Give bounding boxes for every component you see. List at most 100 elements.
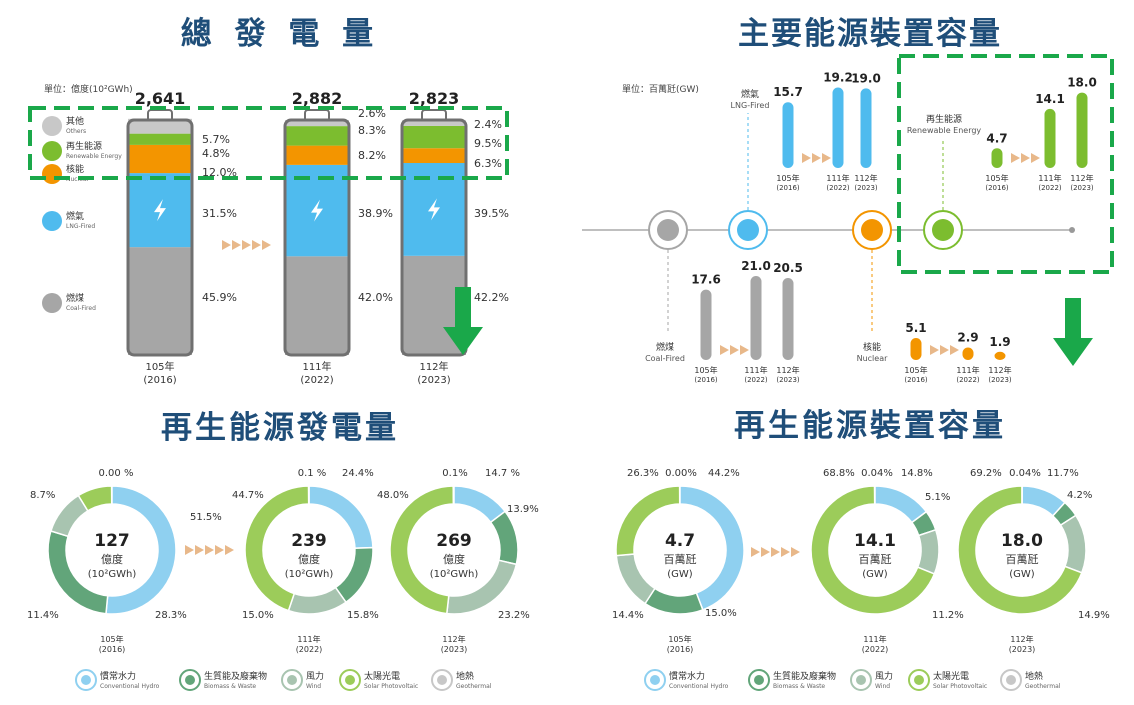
legend-icon-core [345, 675, 355, 685]
title-renewable-generation: 再生能源發電量 [161, 410, 399, 446]
donut-center-unit2: (GW) [862, 569, 888, 580]
hydro-icon [75, 669, 97, 691]
capacity-progression-arrows [802, 153, 831, 163]
donut-slice-wind [287, 586, 348, 615]
battery-bar-1: 2,641 105年 (2016) [126, 89, 194, 386]
legend-name-en: Wind [306, 683, 321, 690]
donut-center-unit2: (GW) [1009, 569, 1035, 580]
donut-year-label: 105年 [668, 634, 691, 644]
arrow-chevron [1031, 153, 1040, 163]
lightning-icon [154, 199, 166, 222]
capacity-group-name-en: Nuclear [857, 354, 889, 363]
capacity-bar [1044, 108, 1056, 168]
capacity-group-renewable-energy: 4.7 105年(2016) 14.1 111年(2022) 18.0 112年(2023… [907, 76, 1097, 250]
capacity-value-label: 20.5 [773, 261, 803, 275]
legend-icon-core [914, 675, 924, 685]
bar-segment-nuclear [402, 148, 466, 164]
arrow-chevron [751, 547, 760, 557]
category-western-label: (2016) [143, 375, 176, 386]
bar-segment-nuclear [128, 144, 192, 174]
energy-source-icon-core [861, 219, 883, 241]
legend-name-en: Coal-Fired [66, 305, 96, 312]
battery-bar-2: 2,882 111年 (2022) [283, 89, 351, 386]
capacity-bar [860, 88, 872, 168]
capacity-bar [910, 338, 922, 360]
donut-center-unit: 百萬瓩 [664, 553, 697, 566]
capacity-bar [700, 289, 712, 360]
legend-icon-core [650, 675, 660, 685]
legend-name-en: Geothermal [1025, 683, 1061, 690]
donut-western-label: (2023) [1009, 645, 1036, 654]
capacity-value-label: 15.7 [773, 85, 803, 99]
donut-percent-label-hydro: 44.2% [708, 468, 740, 479]
percent-label-others: 2.4% [474, 118, 502, 131]
capacity-group-name: 燃煤 [656, 341, 674, 353]
legend-name-en: LNG-Fired [66, 223, 95, 230]
donut-percent-label-geothermal: 0.1 % [298, 468, 327, 479]
legend-name-en: Solar Photovoltaic [933, 683, 987, 690]
legend-name: 生質能及廢棄物 [773, 670, 836, 682]
geothermal-icon [1000, 669, 1022, 691]
donut-slice-biomass [643, 587, 704, 615]
donut-percent-label-wind: 14.4% [612, 610, 644, 621]
capacity-western-label: (2016) [985, 184, 1009, 192]
legend-name: 風力 [875, 670, 893, 682]
highlight-down-arrow [443, 287, 483, 355]
percent-label-renewable-energy: 8.3% [358, 124, 386, 137]
legend-icon-core [437, 675, 447, 685]
capacity-year-label: 105年 [694, 365, 717, 375]
arrow-chevron [720, 345, 729, 355]
capacity-bar [1076, 92, 1088, 168]
bar-segment-renewable-energy [285, 126, 349, 146]
legend-name: 太陽光電 [933, 670, 969, 682]
capacity-year-label: 111年 [744, 365, 767, 375]
capacity-progression-arrows [720, 345, 749, 355]
donut-capacity-2023: 18.0 百萬瓩 (GW) 112年(2023) [957, 485, 1087, 654]
arrow-chevron [222, 240, 231, 250]
capacity-bar [750, 276, 762, 360]
donut-percent-label-biomass: 5.1% [925, 492, 950, 503]
capacity-year-label: 112年 [988, 365, 1011, 375]
capacity-group-lng-fired: 15.7 105年(2016) 19.2 111年(2022) 19.0 112年(202… [728, 71, 881, 250]
legend-name-en: Renewable Energy [66, 153, 122, 160]
legend-icon-core [1006, 675, 1016, 685]
donut-slice-solar [615, 485, 681, 557]
arrow-chevron [232, 240, 241, 250]
percent-label-others: 2.6% [358, 107, 386, 120]
timeline-end-dot [1069, 227, 1075, 233]
percent-label-renewable-energy: 4.8% [202, 147, 230, 160]
capacity-progression-arrows [1011, 153, 1040, 163]
arrow-chevron [252, 240, 261, 250]
legend-name: 其他 [66, 115, 84, 127]
capacity-group-name: 燃氣 [741, 88, 759, 100]
arrow-chevron [802, 153, 811, 163]
capacity-value-label: 1.9 [989, 335, 1010, 349]
title-capacity: 主要能源裝置容量 [738, 16, 1002, 52]
donut-percent-label-hydro: 14.7 % [485, 468, 520, 479]
category-western-label: (2023) [417, 375, 450, 386]
capacity-western-label: (2022) [1038, 184, 1062, 192]
percent-label-coal-fired: 42.2% [474, 291, 509, 304]
donut-center-unit2: (10²GWh) [430, 569, 479, 580]
capacity-year-label: 111年 [1038, 173, 1061, 183]
arrow-chevron [940, 345, 949, 355]
percent-label-nuclear: 6.3% [474, 157, 502, 170]
donut-percent-label-wind: 11.2% [932, 610, 964, 621]
donut-slice-biomass [334, 546, 374, 604]
wind-icon [850, 669, 872, 691]
capacity-value-label: 18.0 [1067, 76, 1097, 90]
capacity-value-label: 2.9 [957, 330, 978, 344]
donut-percent-label-geothermal: 0.04% [1009, 468, 1041, 479]
capacity-group-nuclear: 5.1 105年(2016) 2.9 111年(2022) 1.9 112年(2023) 核… [852, 210, 1012, 384]
total-value-label: 2,641 [135, 89, 186, 108]
arrow-chevron [761, 547, 770, 557]
legend-name-en: Biomass & Waste [773, 683, 825, 690]
arrow-chevron [262, 240, 271, 250]
lightning-icon [311, 199, 323, 222]
